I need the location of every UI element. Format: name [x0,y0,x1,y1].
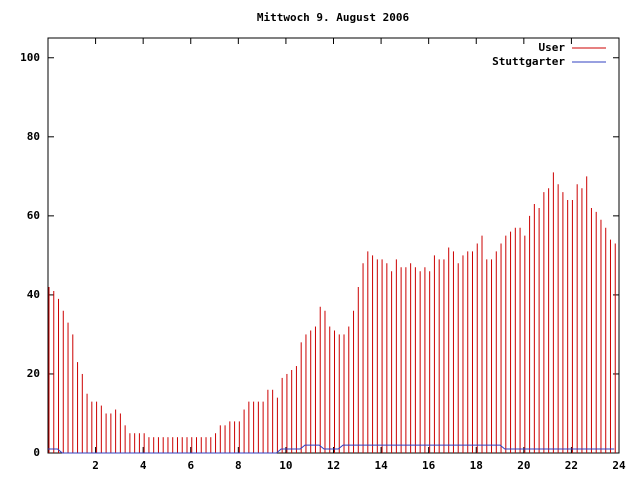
legend-label: Stuttgarter [492,55,565,68]
y-tick-label: 20 [27,367,40,380]
x-tick-label: 16 [422,459,436,472]
y-tick-label: 100 [20,51,40,64]
series-line [48,444,615,454]
y-tick-label: 60 [27,209,40,222]
x-tick-label: 20 [517,459,530,472]
chart-title: Mittwoch 9. August 2006 [257,11,410,24]
x-tick-label: 18 [470,459,483,472]
x-tick-label: 22 [565,459,578,472]
y-tick-label: 0 [33,446,40,459]
x-tick-label: 6 [187,459,194,472]
x-tick-label: 24 [612,459,626,472]
x-tick-label: 8 [235,459,242,472]
x-tick-label: 2 [92,459,99,472]
x-tick-label: 4 [140,459,147,472]
x-tick-label: 10 [279,459,292,472]
x-tick-label: 14 [374,459,388,472]
legend-label: User [539,41,566,54]
y-tick-label: 80 [27,130,40,143]
y-tick-label: 40 [27,288,40,301]
x-tick-label: 12 [327,459,340,472]
